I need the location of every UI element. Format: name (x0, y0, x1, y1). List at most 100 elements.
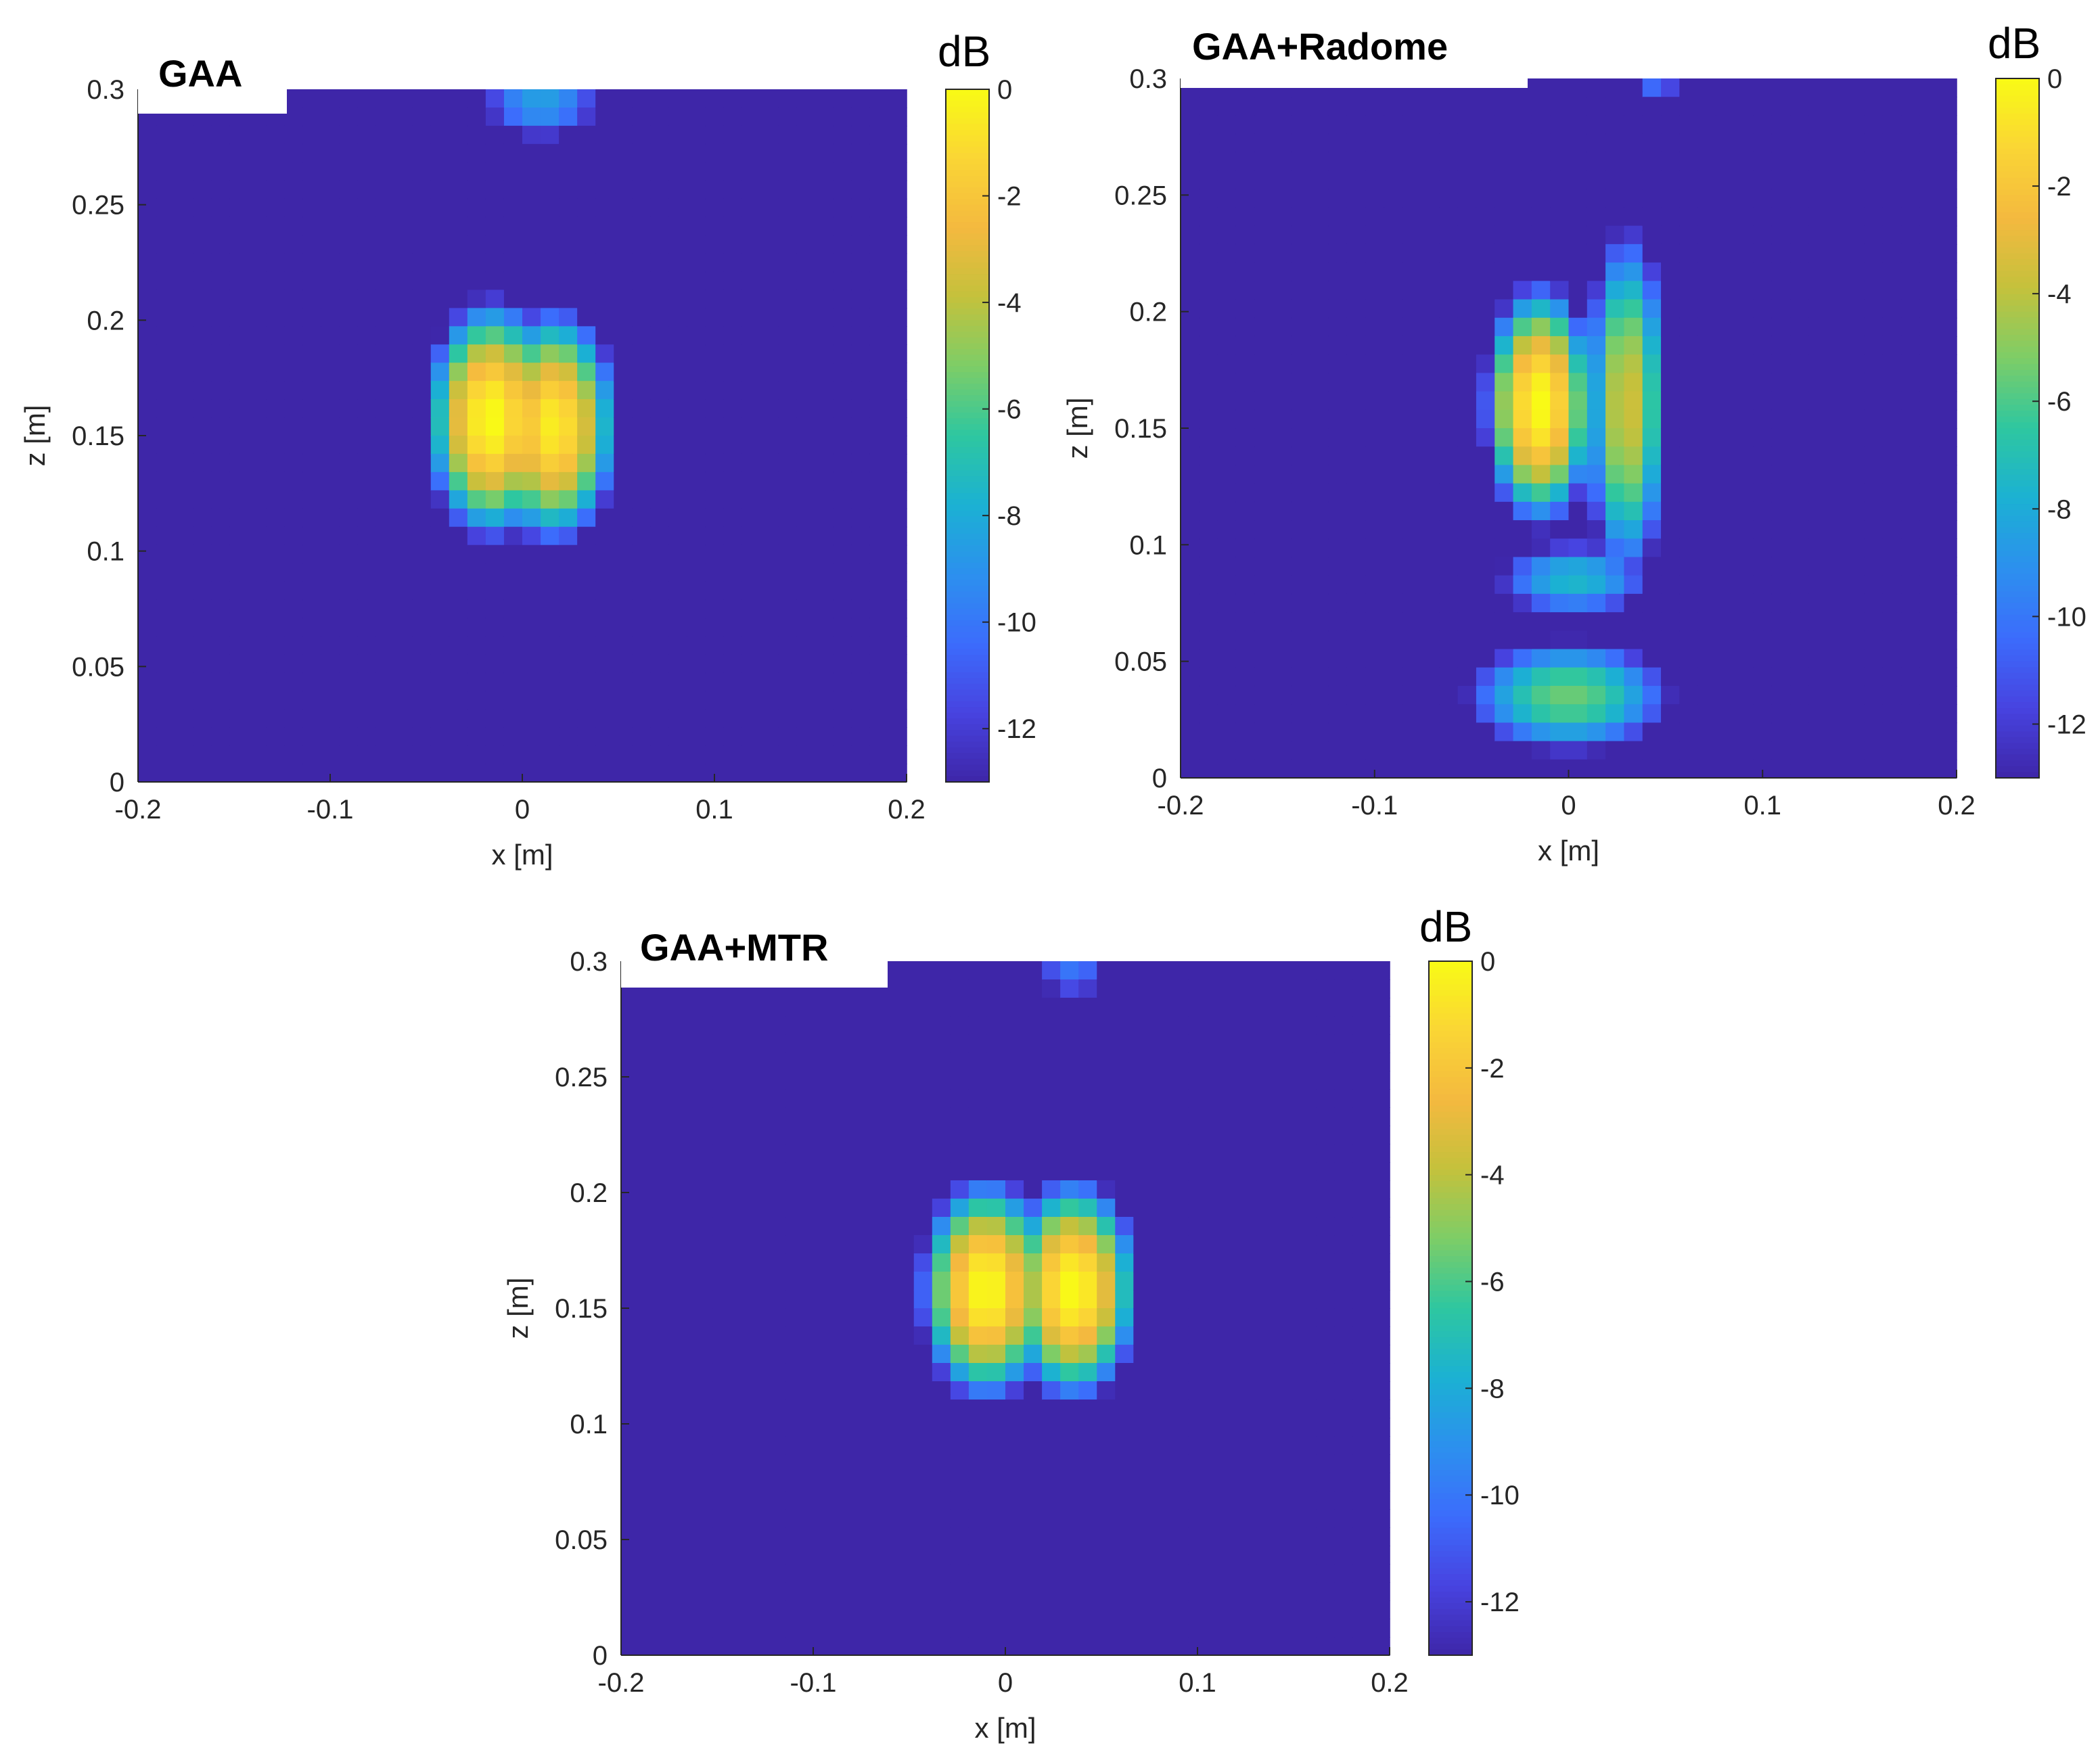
heatmap-cell (869, 727, 889, 746)
heatmap-cell (1024, 1308, 1043, 1327)
heatmap-cell (1298, 1089, 1317, 1108)
heatmap-cell (449, 654, 468, 674)
heatmap-cell (1513, 354, 1532, 374)
heatmap-cell (1661, 133, 1681, 153)
heatmap-cell (778, 363, 798, 381)
heatmap-cell (632, 290, 652, 309)
heatmap-cell (1827, 667, 1846, 687)
heatmap-cell (796, 290, 816, 309)
heatmap-cell (877, 1418, 896, 1437)
heatmap-cell (632, 216, 652, 236)
colorbar-segment (946, 377, 989, 384)
heatmap-cell (156, 363, 175, 381)
heatmap-cell (339, 290, 359, 309)
heatmap-cell (741, 545, 761, 564)
heatmap-cell (1279, 1217, 1299, 1236)
heatmap-cell (1310, 741, 1329, 760)
heatmap-cell (913, 1199, 933, 1218)
heatmap-cell (833, 545, 852, 564)
colorbar-segment (946, 354, 989, 361)
heatmap-cell (1753, 115, 1773, 135)
heatmap-cell (193, 745, 212, 764)
heatmap-cell (741, 727, 761, 746)
heatmap-cell (430, 216, 450, 236)
heatmap-cell (503, 545, 523, 564)
heatmap-cell (266, 672, 286, 692)
heatmap-cell (1188, 1436, 1208, 1455)
heatmap-cell (913, 1600, 933, 1619)
heatmap-cell (668, 417, 688, 436)
heatmap-cell (1217, 152, 1237, 171)
heatmap-cell (658, 1053, 677, 1071)
heatmap-cell (1170, 1308, 1189, 1327)
heatmap-cell (1188, 1546, 1208, 1565)
heatmap-cell (712, 1326, 732, 1345)
heatmap-cell (1310, 759, 1329, 779)
heatmap-cell (559, 508, 578, 528)
heatmap-cell (1188, 1199, 1208, 1218)
colorbar-segment (1996, 772, 2039, 779)
colorbar-segment (1996, 358, 2039, 365)
heatmap-cell (1808, 299, 1828, 319)
heatmap-cell (833, 417, 852, 436)
heatmap-cell (1605, 612, 1625, 632)
heatmap-cell (467, 308, 486, 327)
heatmap-cell (694, 998, 714, 1017)
heatmap-cell (541, 654, 560, 674)
heatmap-cell (1938, 354, 1957, 374)
heatmap-cell (193, 363, 212, 381)
heatmap-cell (1279, 1619, 1299, 1638)
heatmap-cell (1846, 520, 1865, 540)
heatmap-cell (1042, 1107, 1061, 1126)
colorbar-segment (1996, 78, 2039, 85)
heatmap-cell (650, 581, 670, 601)
heatmap-cell (1273, 152, 1292, 171)
heatmap-cell (822, 1326, 842, 1345)
heatmap-cell (1457, 207, 1477, 227)
heatmap-cell (694, 1637, 714, 1656)
heatmap-cell (1316, 1308, 1336, 1327)
heatmap-cell (796, 125, 816, 145)
heatmap-cell (749, 1546, 769, 1565)
heatmap-cell (1024, 1381, 1043, 1400)
colorbar-segment (1996, 714, 2039, 720)
heatmap-cell (302, 344, 322, 364)
heatmap-cell (430, 89, 450, 108)
colorbar-segment (1996, 434, 2039, 441)
heatmap-cell (731, 1637, 750, 1656)
heatmap-cell (869, 417, 889, 436)
heatmap-cell (1827, 722, 1846, 742)
heatmap-cell (430, 691, 450, 710)
heatmap-cell (1494, 281, 1514, 300)
heatmap-cell (1716, 152, 1736, 171)
heatmap-cell (913, 1217, 933, 1236)
heatmap-cell (851, 271, 871, 291)
heatmap-cell (1024, 1400, 1043, 1418)
heatmap-cell (430, 508, 450, 528)
heatmap-cell (1199, 391, 1218, 411)
heatmap-cell (1042, 979, 1061, 998)
heatmap-cell (767, 1162, 787, 1181)
heatmap-cell (430, 618, 450, 637)
heatmap-cell (1439, 704, 1459, 724)
heatmap-cell (950, 1418, 969, 1437)
colorbar-tick-label: -10 (2047, 602, 2086, 632)
heatmap-cell (632, 672, 652, 692)
heatmap-cell (1310, 299, 1329, 319)
heatmap-cell (1060, 1473, 1079, 1491)
heatmap-cell (1151, 1381, 1171, 1400)
heatmap-cell (1279, 1637, 1299, 1656)
heatmap-cell (1151, 1180, 1171, 1199)
heatmap-cell (1273, 97, 1292, 116)
heatmap-cell (815, 581, 834, 601)
heatmap-cell (577, 271, 596, 291)
heatmap-cell (1199, 373, 1218, 392)
heatmap-cell (1790, 78, 1810, 98)
heatmap-cell (1661, 409, 1681, 429)
heatmap-cell (1316, 1363, 1336, 1382)
heatmap-cell (485, 253, 505, 273)
heatmap-cell (1078, 1107, 1098, 1126)
heatmap-cell (156, 417, 175, 436)
heatmap-cell (1587, 391, 1606, 411)
heatmap-cell (357, 290, 377, 309)
